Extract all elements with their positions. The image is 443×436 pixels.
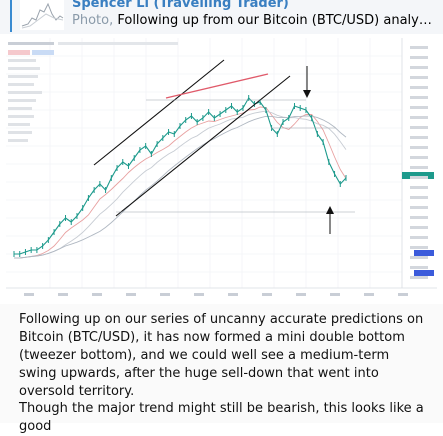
price-tick-label (410, 76, 428, 79)
price-tick-label (410, 126, 428, 129)
upper-channel-line (93, 59, 225, 166)
time-tick-label (58, 293, 68, 296)
reply-thumbnail[interactable] (20, 0, 64, 30)
up-arrow-icon (326, 206, 334, 214)
price-tick-label (410, 96, 428, 99)
time-tick-label (194, 293, 204, 296)
price-level-tag (414, 250, 434, 256)
price-tick-label (410, 46, 428, 49)
mid-moving-average (14, 110, 347, 259)
price-tick-label (410, 266, 428, 269)
price-tick-label (410, 176, 428, 179)
reply-header[interactable]: Spencer Li (Travelling Trader) Photo, Fo… (0, 0, 443, 34)
price-tick-label (410, 156, 428, 159)
chart-background (6, 38, 437, 303)
time-tick-label (160, 293, 170, 296)
time-tick-label (24, 293, 34, 296)
message-body: Following up on our series of uncanny ac… (0, 304, 443, 434)
time-tick-label (364, 293, 374, 296)
price-tick-label (410, 106, 428, 109)
price-tick-label (410, 86, 428, 89)
chart-legend-placeholder (8, 42, 178, 142)
reply-media-type: Photo, (72, 13, 114, 28)
price-tick-label (410, 196, 428, 199)
price-axis (402, 172, 434, 276)
price-tick-label (410, 256, 428, 259)
price-tick-label (410, 66, 428, 69)
price-level-tag-2 (414, 270, 434, 276)
price-tick-label (410, 136, 428, 139)
chart-thumbnail-icon (21, 2, 64, 29)
price-tick-label (410, 236, 428, 239)
time-tick-label (296, 293, 306, 296)
message-paragraph-2: Though the major trend might still be be… (19, 401, 424, 434)
message-paragraph-1: Following up on our series of uncanny ac… (19, 312, 424, 399)
time-tick-label (126, 293, 136, 296)
price-tick-label (410, 226, 428, 229)
price-series (13, 95, 347, 257)
price-tick-label (410, 166, 428, 169)
time-tick-label (92, 293, 102, 296)
moving-averages (14, 106, 347, 259)
current-price-tag (402, 172, 434, 179)
time-tick-label (398, 293, 408, 296)
resistance-line (165, 73, 269, 99)
reply-preview-text: Following up from our Bitcoin (BTC/USD) … (113, 13, 432, 28)
price-tick-label (410, 186, 428, 189)
time-axis (24, 46, 428, 296)
price-tick-label (410, 206, 428, 209)
chart-annotations (93, 59, 355, 234)
reply-accent-bar (10, 0, 12, 32)
chart-grid (6, 38, 437, 289)
reply-author[interactable]: Spencer Li (Travelling Trader) (72, 0, 289, 11)
btc-usd-chart (6, 38, 437, 303)
price-tick-label (410, 116, 428, 119)
price-tick-label (410, 146, 428, 149)
chart-image[interactable] (6, 38, 437, 303)
slow-moving-average (14, 115, 347, 259)
time-tick-label (330, 293, 340, 296)
time-tick-label (262, 293, 272, 296)
reply-preview[interactable]: Photo, Following up from our Bitcoin (BT… (72, 13, 432, 28)
lower-channel-line (115, 75, 291, 217)
time-tick-label (228, 293, 238, 296)
fast-moving-average (14, 106, 347, 259)
down-arrow-icon (303, 90, 311, 98)
price-tick-label (410, 276, 428, 279)
price-tick-label (410, 56, 428, 59)
price-tick-label (410, 246, 428, 249)
price-tick-label (410, 216, 428, 219)
